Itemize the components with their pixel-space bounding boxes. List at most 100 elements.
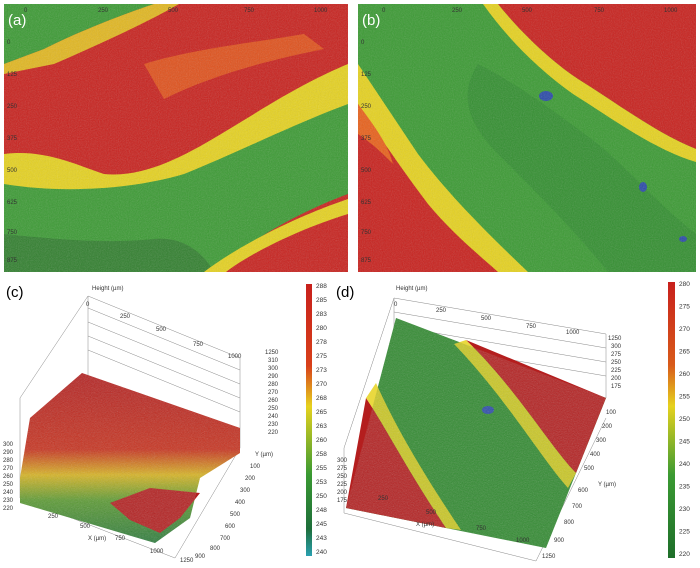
tick-label: 200 — [602, 424, 613, 430]
back-axis-d: 0 250 500 750 1000 — [394, 302, 580, 336]
tick-label: 900 — [554, 538, 565, 544]
tick-label: 100 — [606, 410, 617, 416]
colorbar-tick-label: 280 — [316, 325, 327, 332]
surface-plot-d: Height (µm) 0 250 500 750 1000 1250 300 … — [337, 281, 690, 562]
colorbar-ticks-c: 288 285 283 280 278 275 273 270 268 265 263 260 258 2… — [316, 283, 327, 556]
tick-label: 250 — [48, 514, 59, 520]
tick-label: 750 — [594, 8, 605, 14]
tick-label: 500 — [168, 8, 179, 14]
tick-label: 1000 — [150, 549, 164, 555]
tick-label: 500 — [361, 168, 372, 174]
panel-label-d: (d) — [336, 284, 355, 301]
colorbar-tick-label: 240 — [679, 461, 690, 468]
tick-label: 1000 — [516, 538, 530, 544]
panel-d: Height (µm) 0 250 500 750 1000 1250 300 … — [336, 278, 700, 563]
colorbar-tick-label: 225 — [679, 529, 690, 536]
colorbar-tick-label: 255 — [316, 465, 327, 472]
tick-label: 500 — [156, 327, 167, 333]
tick-label: 220 — [3, 506, 14, 512]
tick-label: 275 — [611, 352, 622, 358]
y-axis-label: Y (µm) — [598, 482, 616, 488]
left-axis-a: 0 125 250 375 500 625 750 875 — [7, 40, 18, 264]
tick-label: 400 — [235, 500, 246, 506]
tick-label: 100 — [250, 464, 261, 470]
tick-label: 1250 — [608, 336, 622, 342]
tick-label: 500 — [522, 8, 533, 14]
tick-label: 240 — [268, 414, 279, 420]
colorbar-tick-label: 283 — [316, 311, 327, 318]
colorbar-tick-label: 275 — [679, 304, 690, 311]
x-axis-label: X (µm) — [416, 522, 434, 528]
x-axis-d: 250 500 750 1000 — [378, 496, 530, 544]
height-axis-label: Height (µm) — [92, 286, 123, 292]
tick-label: 700 — [572, 504, 583, 510]
tick-label: 0 — [7, 40, 11, 46]
height-axis-c: 1250 310 300 290 280 270 260 250 240 230… — [265, 350, 279, 436]
tick-label: 250 — [436, 308, 447, 314]
tick-label: 200 — [611, 376, 622, 382]
tick-label: 300 — [611, 344, 622, 350]
tick-label: 500 — [230, 512, 241, 518]
tick-label: 260 — [3, 474, 14, 480]
colorbar-tick-label: 240 — [316, 549, 327, 556]
tick-label: 750 — [193, 342, 204, 348]
panel-label-a: (a) — [8, 12, 27, 29]
tick-label: 0 — [382, 8, 386, 14]
x-axis-label: X (µm) — [88, 536, 106, 542]
y-axis-label: Y (µm) — [255, 452, 273, 458]
tick-label: 600 — [225, 524, 236, 530]
tick-label: 800 — [564, 520, 575, 526]
tick-label: 225 — [611, 368, 622, 374]
tick-label: 875 — [361, 258, 372, 264]
tick-label: 750 — [361, 230, 372, 236]
tick-label: 1000 — [566, 330, 580, 336]
tick-label: 800 — [210, 546, 221, 552]
tick-label: 250 — [611, 360, 622, 366]
tick-label: 200 — [337, 490, 348, 496]
tick-label: 310 — [268, 358, 279, 364]
colorbar-tick-label: 278 — [316, 339, 327, 346]
tick-label: 175 — [337, 498, 348, 504]
tick-label: 1250 — [542, 554, 556, 560]
top-axis-a: 0 250 500 750 1000 — [24, 8, 328, 14]
height-axis-label: Height (µm) — [396, 286, 427, 292]
tick-label: 1000 — [314, 8, 328, 14]
x-axis-c: 250 500 750 1000 — [48, 514, 164, 555]
tick-label: 625 — [361, 200, 372, 206]
colorbar-tick-label: 243 — [316, 535, 327, 542]
colorbar-tick-label: 255 — [679, 394, 690, 401]
colorbar-tick-label: 288 — [316, 283, 327, 290]
tick-label: 270 — [268, 390, 279, 396]
tick-label: 250 — [452, 8, 463, 14]
tick-label: 500 — [7, 168, 18, 174]
y-axis-d: 100 200 300 400 500 600 700 800 900 1250 — [542, 410, 617, 560]
tick-label: 250 — [120, 314, 131, 320]
tick-label: 1250 — [265, 350, 279, 356]
tick-label: 250 — [378, 496, 389, 502]
panel-a: 0 250 500 750 1000 0 125 250 375 500 625… — [4, 4, 348, 272]
colorbar-tick-label: 265 — [316, 409, 327, 416]
colorbar-tick-label: 263 — [316, 423, 327, 430]
tick-label: 1000 — [664, 8, 678, 14]
colorbar-tick-label: 258 — [316, 451, 327, 458]
colorbar-tick-label: 270 — [316, 381, 327, 388]
tick-label: 250 — [98, 8, 109, 14]
panel-b: 0 250 500 750 1000 0 125 250 375 500 625… — [358, 4, 696, 272]
colorbar-tick-label: 285 — [316, 297, 327, 304]
colorbar-tick-label: 245 — [679, 439, 690, 446]
colorbar-tick-label: 235 — [679, 484, 690, 491]
tick-label: 375 — [7, 136, 18, 142]
tick-label: 900 — [195, 554, 206, 560]
tick-label: 500 — [584, 466, 595, 472]
tick-label: 290 — [268, 374, 279, 380]
left-height-axis-d: 300 275 250 225 200 175 — [337, 458, 348, 504]
tick-label: 300 — [596, 438, 607, 444]
colorbar-tick-label: 253 — [316, 479, 327, 486]
colorbar — [306, 284, 312, 556]
tick-label: 225 — [337, 482, 348, 488]
tick-label: 600 — [578, 488, 589, 494]
panel-c: 0 250 500 750 1000 Height (µm) 1250 310 … — [0, 278, 340, 564]
tick-label: 280 — [3, 458, 14, 464]
colorbar-tick-label: 275 — [316, 353, 327, 360]
tick-label: 300 — [240, 488, 251, 494]
